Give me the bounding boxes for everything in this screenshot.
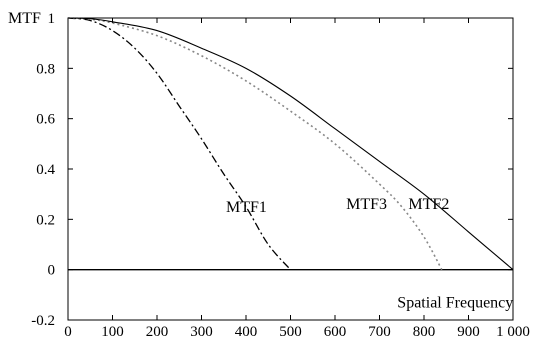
x-tick-label: 500 [279, 324, 302, 340]
annotation-mtf3: MTF3 [346, 196, 387, 213]
x-tick-label: 600 [324, 324, 347, 340]
x-tick-label: 900 [457, 324, 480, 340]
series-line-mtf3 [67, 17, 443, 271]
x-tick-label: 200 [146, 324, 169, 340]
x-tick-label: 100 [101, 324, 124, 340]
y-tick-label: 0.8 [36, 61, 55, 77]
y-tick-label: 0 [48, 263, 56, 279]
y-tick-label: 0.6 [36, 112, 55, 128]
y-tick-label: -0.2 [31, 313, 55, 329]
x-tick-label: 300 [190, 324, 213, 340]
annotation-mtf: MTF [8, 10, 41, 27]
x-tick-label: 0 [64, 324, 72, 340]
x-tick-label: 700 [368, 324, 391, 340]
series-line-mtf1 [67, 17, 291, 271]
series-line-mtf2 [67, 17, 514, 271]
y-tick-label: 0.4 [36, 162, 55, 178]
annotation-mtf1: MTF1 [226, 199, 267, 216]
x-tick-label: 1 000 [496, 324, 530, 340]
plot-frame [67, 17, 514, 321]
x-tick-label: 400 [235, 324, 258, 340]
x-tick-label: 800 [413, 324, 436, 340]
annotation-mtf2: MTF2 [408, 196, 449, 213]
y-tick-label: 1 [48, 11, 56, 27]
annotation-spatial-frequency: Spatial Frequency [397, 294, 513, 311]
y-tick-label: 0.2 [36, 212, 55, 228]
